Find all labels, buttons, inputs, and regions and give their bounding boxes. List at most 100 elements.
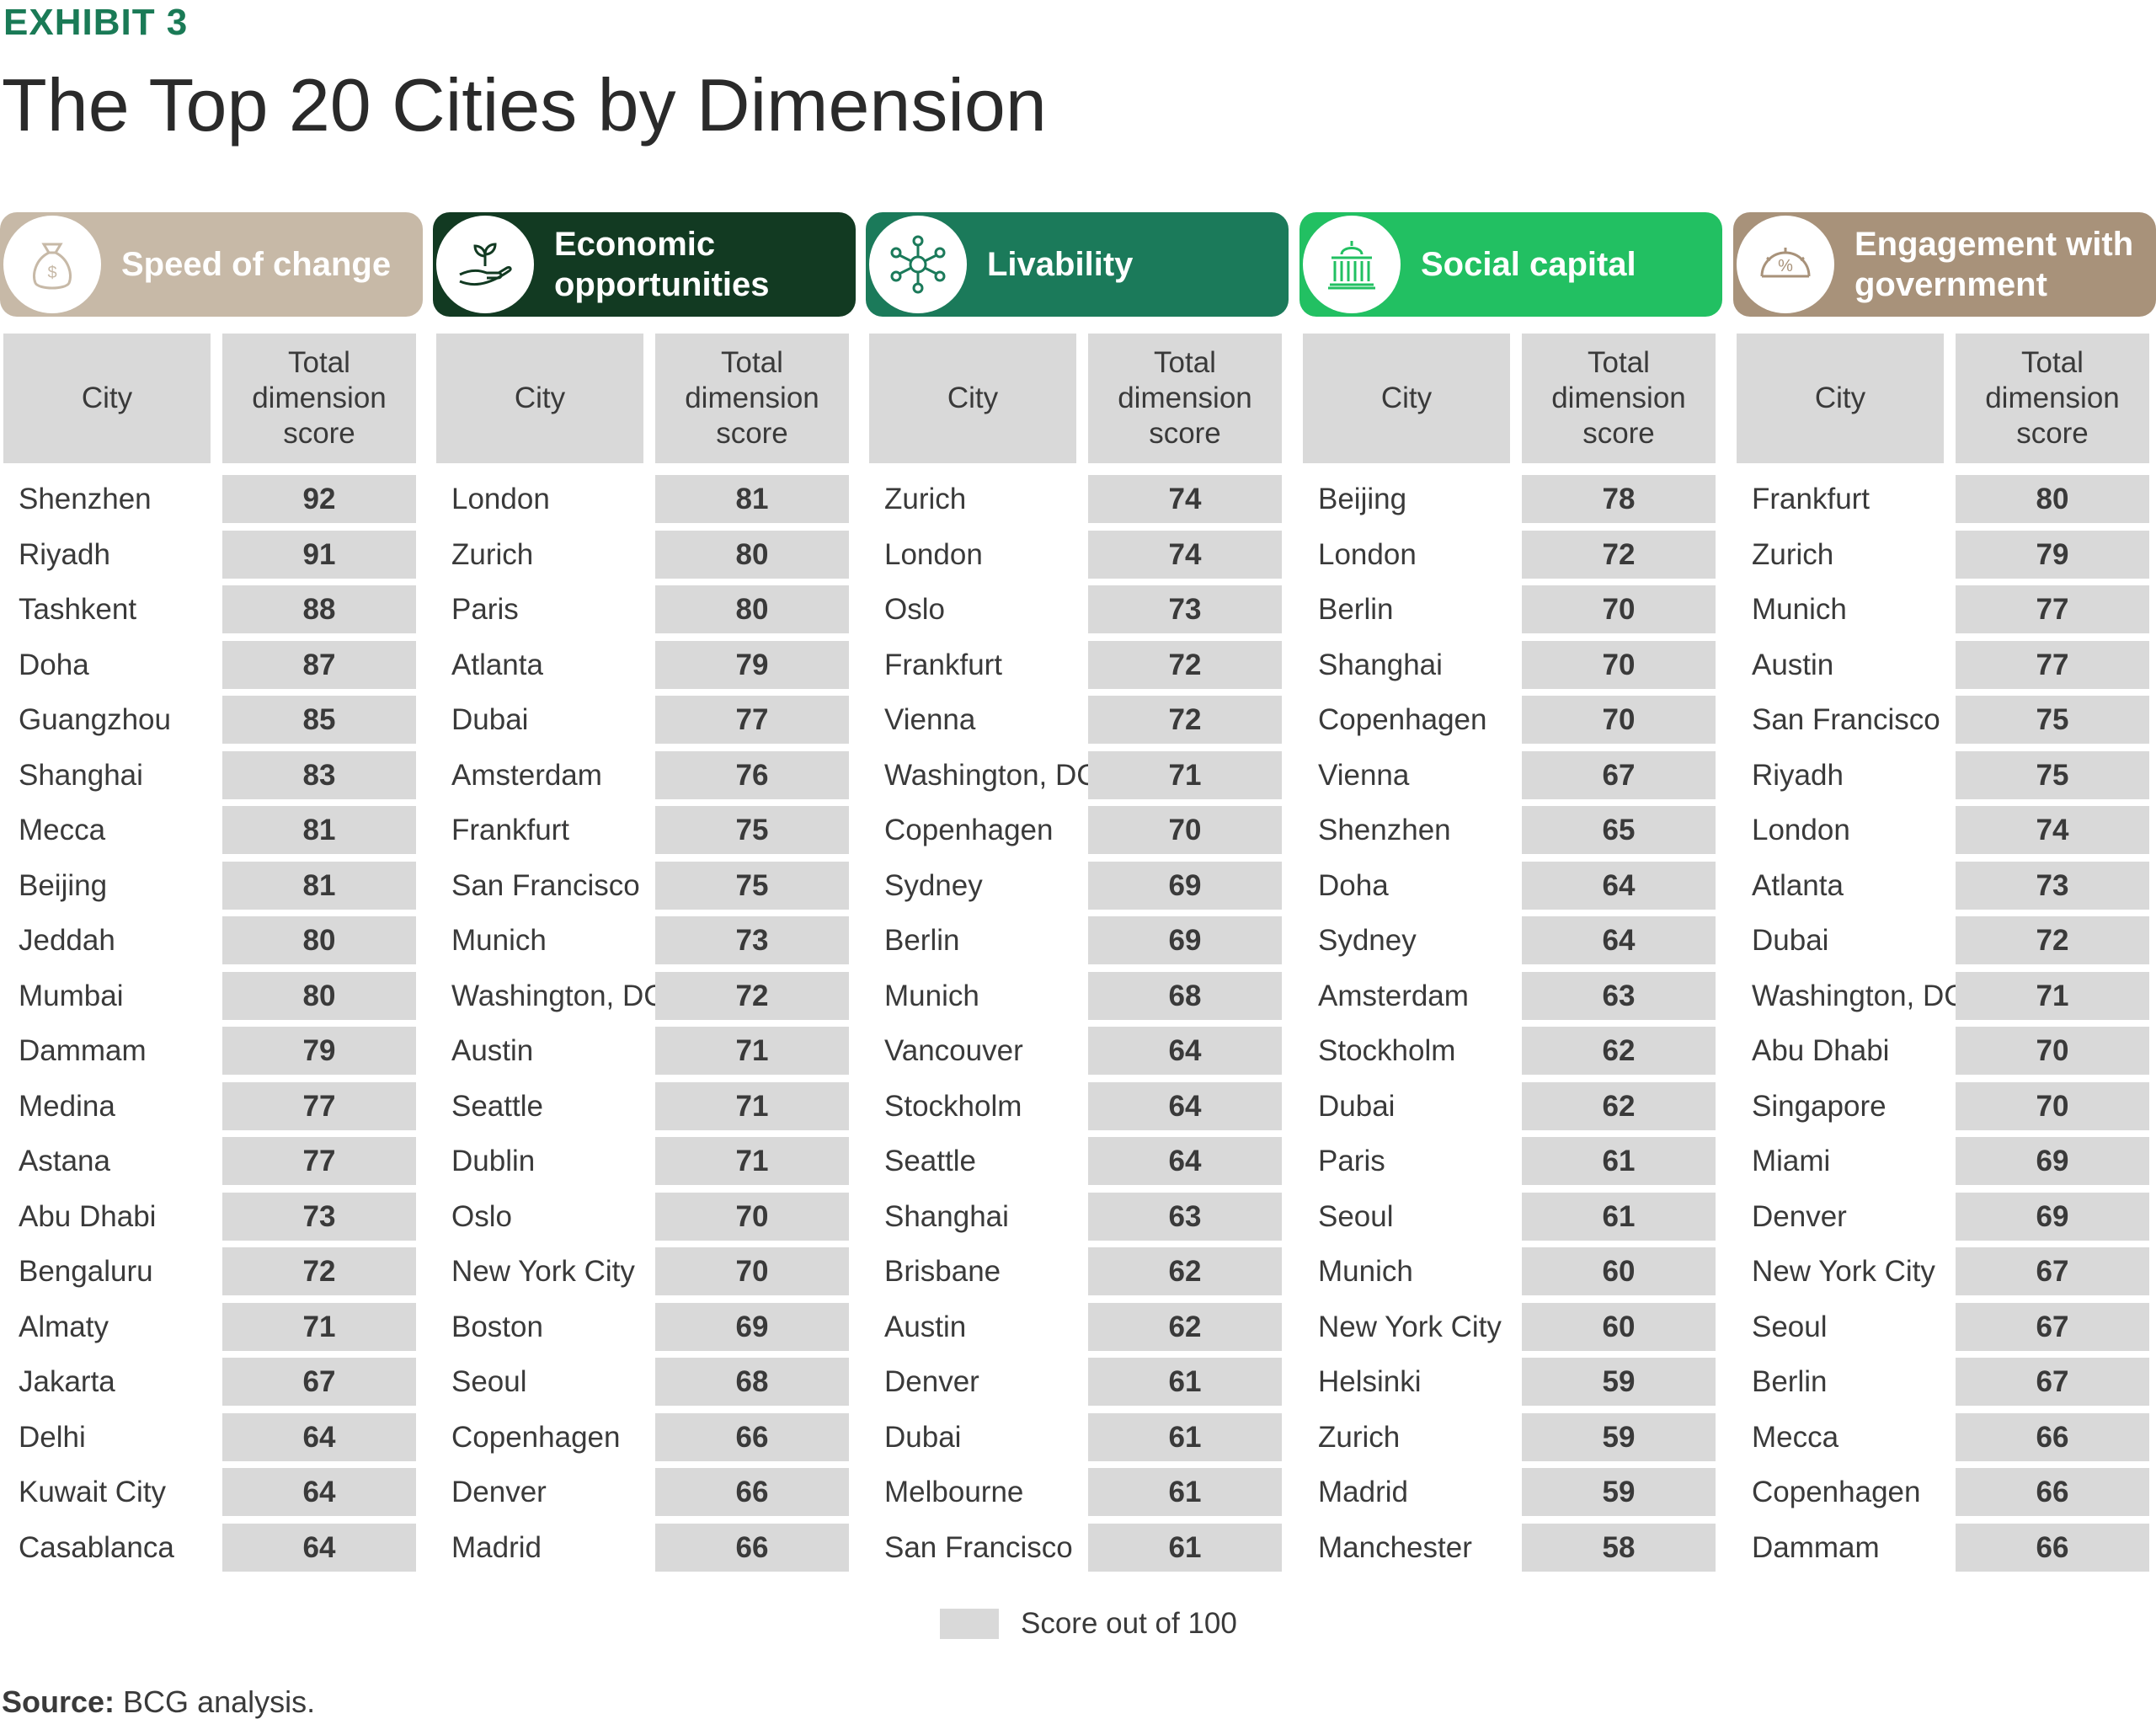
score-value: 65 [1522, 806, 1716, 854]
city-name: Mecca [19, 814, 106, 846]
score-value: 87 [222, 640, 416, 689]
score-value: 75 [1956, 750, 2149, 799]
city-name: Beijing [1318, 483, 1407, 515]
city-name: Brisbane [884, 1255, 1001, 1288]
score-value: 71 [1956, 971, 2149, 1020]
column-header-score: Total dimension score [1956, 334, 2149, 463]
score-value: 67 [1956, 1358, 2149, 1406]
city-name: Atlanta [451, 648, 543, 681]
table-row: Stockholm 64 [866, 1081, 1289, 1138]
city-name: Berlin [1752, 1365, 1828, 1398]
city-name: Frankfurt [884, 648, 1003, 681]
svg-text:%: % [1778, 257, 1793, 275]
score-value: 67 [1956, 1302, 2149, 1351]
table-row: Jakarta 67 [0, 1358, 423, 1413]
city-name: Oslo [451, 1199, 512, 1233]
score-value: 66 [655, 1412, 849, 1461]
table-row: Copenhagen 70 [1299, 696, 1722, 751]
city-name: Munich [884, 979, 979, 1012]
ranking-list: Zurich 74 London 74 Oslo 73 Frankfurt 72 Vienna 7… [866, 475, 1289, 1578]
city-name: Shenzhen [1318, 814, 1451, 846]
score-value: 64 [1088, 1137, 1282, 1185]
city-name: Amsterdam [1318, 979, 1469, 1012]
city-name: Austin [884, 1310, 967, 1343]
table-row: Riyadh 91 [0, 530, 423, 586]
column-header-score: Total dimension score [222, 334, 416, 463]
city-name: Seattle [884, 1145, 976, 1177]
table-row: Paris 80 [433, 585, 856, 641]
table-row: Madrid 59 [1299, 1468, 1722, 1524]
table-row: Dammam 66 [1733, 1523, 2156, 1579]
city-name: Doha [19, 648, 89, 681]
score-value: 88 [222, 585, 416, 633]
score-value: 80 [655, 530, 849, 579]
score-value: 80 [222, 971, 416, 1020]
exhibit-label: EXHIBIT 3 [3, 2, 189, 43]
table-row: San Francisco 75 [1733, 696, 2156, 751]
legend: Score out of 100 [940, 1607, 1237, 1641]
table-row: Seoul 68 [433, 1358, 856, 1413]
table-row: Austin 62 [866, 1302, 1289, 1359]
score-value: 73 [1956, 861, 2149, 910]
table-row: Berlin 67 [1733, 1358, 2156, 1413]
table-row: Seattle 71 [433, 1081, 856, 1138]
table-row: New York City 60 [1299, 1302, 1722, 1359]
score-value: 80 [222, 916, 416, 964]
legend-swatch [940, 1609, 999, 1639]
city-name: Zurich [1752, 537, 1834, 571]
score-value: 77 [222, 1081, 416, 1130]
score-value: 66 [655, 1523, 849, 1572]
city-name: Zurich [884, 483, 967, 515]
dimension-header: Economic opportunities [433, 212, 856, 317]
city-name: Tashkent [19, 593, 137, 626]
score-value: 71 [655, 1027, 849, 1075]
score-value: 66 [1956, 1412, 2149, 1461]
table-row: New York City 70 [433, 1247, 856, 1303]
score-value: 64 [222, 1523, 416, 1572]
score-value: 64 [1522, 916, 1716, 964]
score-value: 60 [1522, 1302, 1716, 1351]
table-row: Kuwait City 64 [0, 1468, 423, 1524]
score-value: 59 [1522, 1412, 1716, 1461]
score-value: 63 [1088, 1192, 1282, 1241]
city-name: Sydney [1318, 924, 1417, 957]
table-row: Jeddah 80 [0, 916, 423, 972]
table-row: Dubai 61 [866, 1412, 1289, 1469]
table-row: Casablanca 64 [0, 1523, 423, 1579]
score-value: 69 [1088, 916, 1282, 964]
score-value: 60 [1522, 1247, 1716, 1295]
panel-livability: Livability City Total dimension score Zuric… [866, 212, 1289, 1577]
city-name: Berlin [1318, 593, 1394, 626]
city-name: Casablanca [19, 1530, 174, 1564]
table-row: Mecca 81 [0, 806, 423, 862]
score-value: 85 [222, 696, 416, 744]
city-name: Miami [1752, 1145, 1831, 1177]
score-value: 74 [1088, 475, 1282, 523]
city-name: Guangzhou [19, 703, 171, 736]
city-name: Manchester [1318, 1530, 1472, 1564]
city-name: San Francisco [451, 868, 640, 902]
column-header-score: Total dimension score [1088, 334, 1282, 463]
score-value: 81 [222, 861, 416, 910]
table-row: Riyadh 75 [1733, 750, 2156, 807]
score-value: 71 [655, 1081, 849, 1130]
score-value: 77 [222, 1137, 416, 1185]
column-header-city: City [1737, 334, 1944, 463]
city-name: Singapore [1752, 1089, 1886, 1123]
score-value: 77 [655, 696, 849, 744]
city-name: Munich [1752, 593, 1847, 626]
table-row: Berlin 70 [1299, 585, 1722, 641]
score-value: 81 [655, 475, 849, 523]
city-name: Melbourne [884, 1476, 1024, 1508]
table-row: Amsterdam 76 [433, 750, 856, 807]
score-value: 61 [1088, 1468, 1282, 1516]
table-row: Frankfurt 80 [1733, 475, 2156, 531]
table-row: Sydney 69 [866, 861, 1289, 917]
score-value: 64 [222, 1468, 416, 1516]
score-value: 64 [1088, 1027, 1282, 1075]
city-name: Stockholm [884, 1089, 1022, 1123]
table-row: Guangzhou 85 [0, 696, 423, 751]
score-value: 77 [1956, 585, 2149, 633]
panel-speed-of-change: $ Speed of change City Total dimension scor… [0, 212, 423, 1577]
table-row: San Francisco 61 [866, 1523, 1289, 1579]
